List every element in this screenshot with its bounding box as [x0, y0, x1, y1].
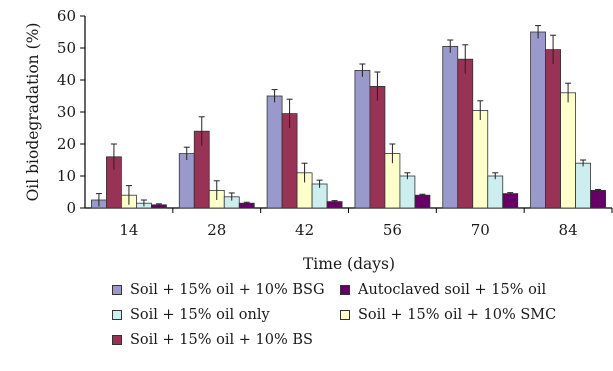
y-tick-label: 50	[57, 39, 76, 57]
x-tick-label: 70	[471, 221, 490, 239]
legend-item: Soil + 15% oil + 10% SMC	[340, 307, 556, 323]
legend-item: Soil + 15% oil only	[112, 307, 270, 323]
legend-label: Soil + 15% oil + 10% SMC	[358, 307, 557, 323]
x-tick-label: 56	[383, 221, 402, 239]
y-tick-label: 40	[57, 71, 76, 89]
bar	[575, 162, 591, 209]
legend-item: Autoclaved soil + 15% oil	[340, 282, 546, 298]
bar	[178, 153, 195, 209]
legend-label: Soil + 15% oil + 10% BS	[130, 332, 313, 348]
bar	[590, 189, 606, 209]
y-axis-label: Oil biodegradation (%)	[24, 23, 42, 202]
legend-swatch	[112, 335, 122, 345]
y-tick-label: 30	[57, 103, 76, 121]
bar	[369, 86, 386, 209]
legend-swatch	[340, 285, 350, 295]
legend-item: Soil + 15% oil + 10% BS	[112, 332, 313, 348]
x-axis-label: Time (days)	[303, 255, 395, 273]
x-tick-label: 14	[119, 221, 138, 239]
bar	[545, 49, 561, 209]
chart-axes: 0 10 20 30 40 50 60 14 28 42 56 70 84	[57, 7, 613, 239]
y-tick-label: 10	[57, 167, 76, 185]
bar	[354, 70, 371, 209]
y-tick-label: 60	[57, 7, 76, 25]
bar	[472, 110, 489, 209]
bar	[502, 193, 519, 209]
legend-swatch	[112, 285, 122, 295]
legend-label: Soil + 15% oil only	[130, 307, 270, 323]
chart-bars	[91, 31, 606, 209]
bar	[266, 95, 283, 209]
y-tick-label: 20	[57, 135, 76, 153]
bar	[442, 46, 459, 209]
legend-swatch	[112, 310, 122, 320]
legend-swatch	[340, 310, 350, 320]
bar	[487, 175, 504, 209]
legend-label: Autoclaved soil + 15% oil	[358, 282, 547, 298]
bar	[399, 175, 416, 209]
legend-item: Soil + 15% oil + 10% BSG	[112, 282, 325, 298]
bar	[414, 194, 431, 209]
y-tick-label: 0	[66, 199, 76, 217]
bar	[530, 31, 546, 209]
bar	[560, 92, 576, 209]
legend-label: Soil + 15% oil + 10% BSG	[130, 282, 325, 298]
error-bars	[95, 25, 602, 207]
x-tick-label: 42	[295, 221, 314, 239]
x-tick-label: 28	[207, 221, 226, 239]
bar	[457, 58, 474, 209]
x-tick-label: 84	[559, 221, 578, 239]
